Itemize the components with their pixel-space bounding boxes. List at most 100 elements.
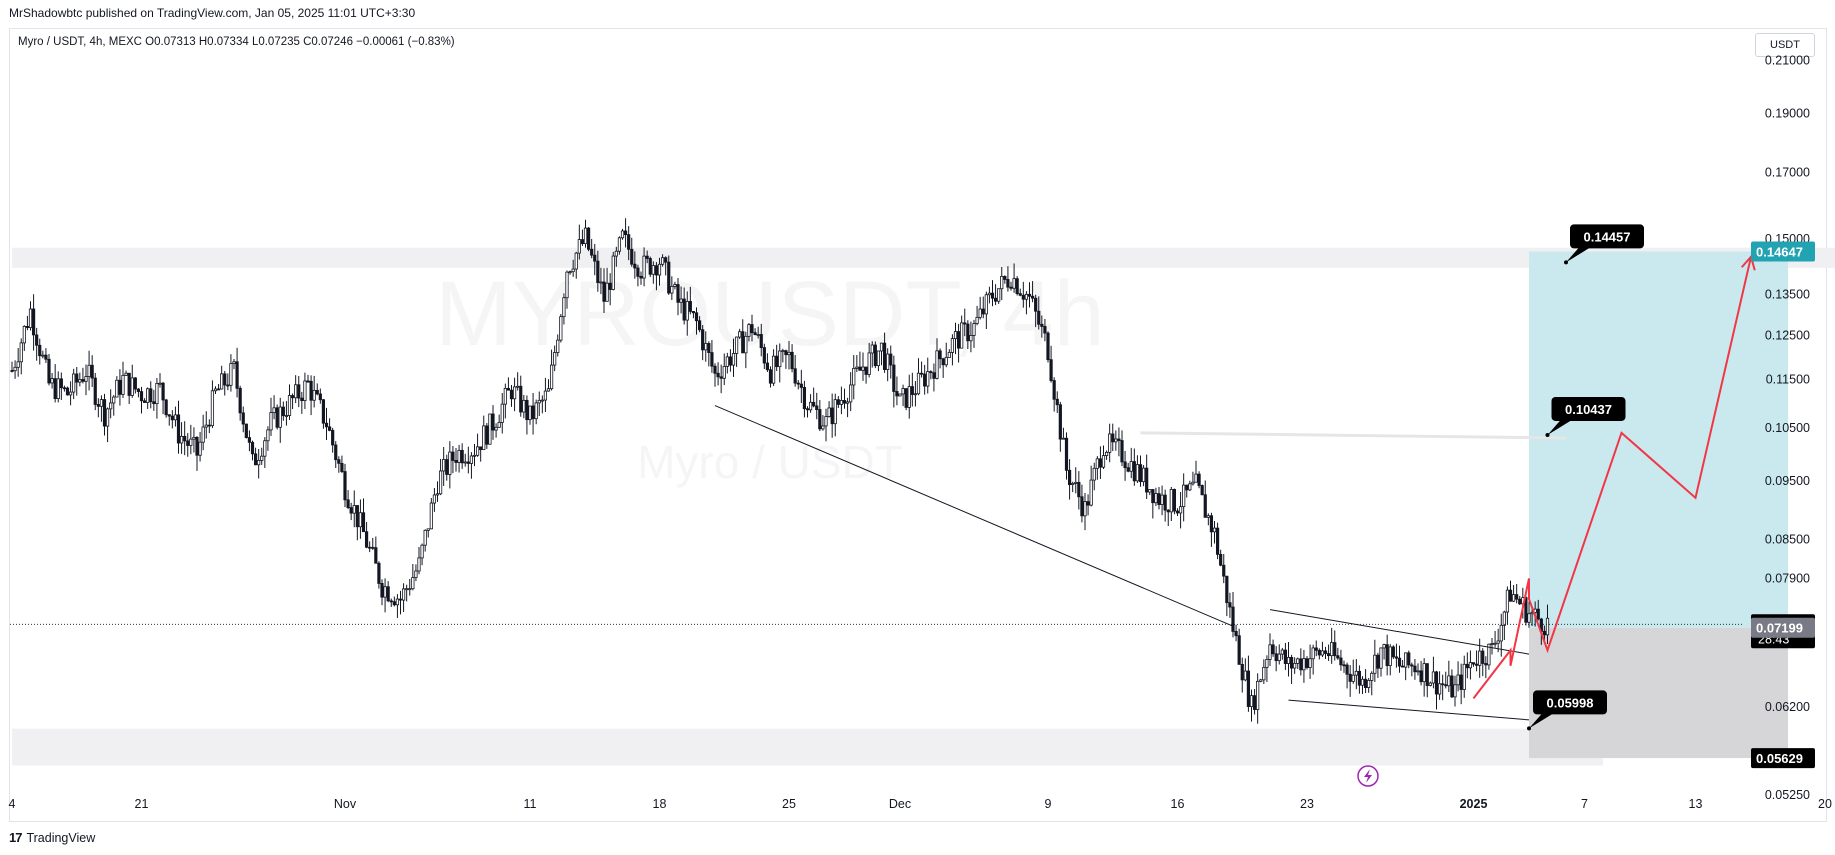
candle-body <box>688 301 692 312</box>
candle-body <box>78 379 82 383</box>
annotation-text: 0.05998 <box>1547 695 1594 710</box>
candle-body <box>1009 286 1013 289</box>
candle-body <box>31 308 36 336</box>
candle-body <box>1089 479 1093 506</box>
candle-body <box>315 389 319 395</box>
candle-body <box>1351 674 1355 682</box>
candle-body <box>639 275 643 279</box>
candle-body <box>321 399 326 424</box>
price-tick-label: 0.17000 <box>1765 166 1810 180</box>
time-tick-label: 20 <box>1818 797 1832 811</box>
candle-body <box>673 284 677 287</box>
candle-body <box>398 598 403 601</box>
candle-body <box>300 397 304 401</box>
candle-body <box>448 451 452 475</box>
candle-body <box>192 436 196 440</box>
trendline <box>1269 609 1530 655</box>
candle-body <box>1049 359 1053 381</box>
candle-body <box>553 352 557 366</box>
candle-body <box>275 407 279 428</box>
candle-body <box>1141 467 1146 483</box>
candle-body <box>65 387 70 396</box>
candle-body <box>627 234 631 250</box>
candle-body <box>68 391 73 396</box>
annotation-pointer <box>1547 418 1574 435</box>
candle-body <box>1422 663 1426 683</box>
candle-body <box>1407 652 1411 666</box>
candle-body <box>1400 665 1405 668</box>
candle-body <box>861 366 865 371</box>
candle-body <box>331 429 335 446</box>
candle-body <box>793 368 797 384</box>
candle-body <box>516 385 520 388</box>
candle-body <box>710 352 714 367</box>
candle-body <box>1259 679 1263 682</box>
candle-body <box>1496 640 1500 644</box>
candle-body <box>935 350 939 379</box>
candle-body <box>839 400 844 405</box>
candle-body <box>1135 464 1140 482</box>
currency-selector[interactable]: USDT <box>1755 33 1815 57</box>
candle-body <box>451 451 455 461</box>
candle-body <box>1234 631 1238 637</box>
candle-body <box>124 372 128 376</box>
candle-body <box>1114 438 1118 443</box>
candle-body <box>784 350 788 356</box>
candle-body <box>10 370 14 372</box>
candles-group <box>10 218 1550 724</box>
candle-body <box>1413 665 1417 673</box>
candle-body <box>284 415 289 417</box>
candle-body <box>1444 684 1448 687</box>
lightning-icon <box>1357 765 1379 787</box>
candle-body <box>287 395 292 416</box>
candle-body <box>1055 398 1059 406</box>
candle-body <box>1425 663 1429 686</box>
price-annotation: 0.14457 <box>1564 224 1644 265</box>
candle-body <box>377 562 381 584</box>
candle-body <box>99 399 104 407</box>
candle-body <box>1027 293 1032 297</box>
candle-body <box>827 407 831 417</box>
candle-body <box>882 342 887 370</box>
candle-body <box>685 301 689 321</box>
candle-body <box>1034 297 1038 312</box>
candle-body <box>855 366 859 369</box>
candle-body <box>417 557 421 572</box>
candle-body <box>1367 680 1371 688</box>
candle-body <box>719 376 723 379</box>
time-tick-label: 7 <box>1581 797 1588 811</box>
candle-body <box>1151 489 1155 504</box>
candle-body <box>420 544 424 559</box>
candle-body <box>1231 606 1235 632</box>
candle-body <box>479 446 483 451</box>
candle-body <box>1527 613 1531 623</box>
candle-body <box>253 453 258 466</box>
candle-body <box>1357 670 1362 686</box>
candle-body <box>842 400 847 404</box>
candle-body <box>1394 656 1399 659</box>
candle-body <box>1197 473 1201 486</box>
candle-body <box>738 331 742 338</box>
candle-body <box>697 320 702 331</box>
candle-body <box>198 441 202 456</box>
candle-body <box>438 470 443 495</box>
candle-body <box>1518 598 1522 605</box>
candle-body <box>805 408 810 411</box>
candle-body <box>241 412 245 425</box>
price-tick-label: 0.12500 <box>1765 328 1810 342</box>
candle-body <box>762 347 766 364</box>
candle-body <box>1459 674 1463 690</box>
candle-body <box>244 423 248 438</box>
candle-body <box>1487 643 1491 666</box>
candle-body <box>19 342 23 363</box>
candle-body <box>1283 649 1288 664</box>
candle-body <box>987 292 992 296</box>
support-zone <box>12 728 1603 766</box>
candle-body <box>1317 649 1321 656</box>
candle-body <box>682 298 686 321</box>
candle-body <box>623 230 628 236</box>
candle-body <box>1419 670 1423 683</box>
candle-body <box>1129 461 1133 472</box>
publish-header: MrShadowbtc published on TradingView.com… <box>9 6 416 20</box>
